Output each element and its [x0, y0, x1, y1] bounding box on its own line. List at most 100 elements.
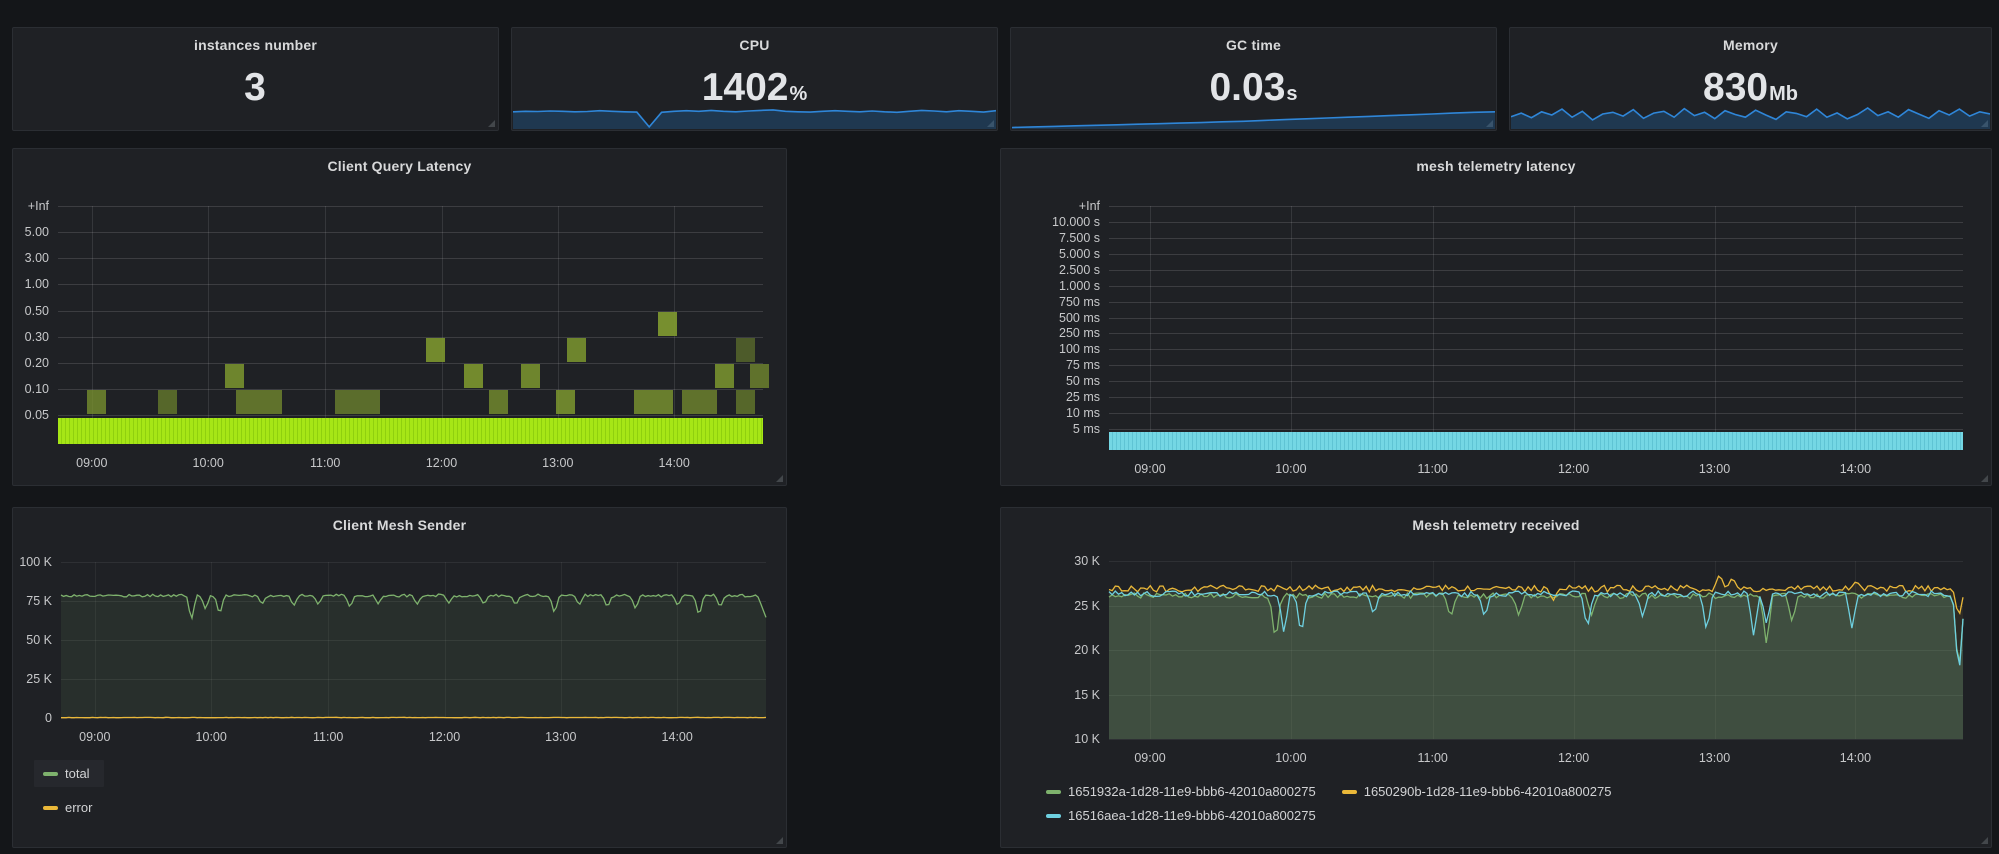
- x-axis-tick-label: 10:00: [192, 456, 224, 470]
- y-axis-tick-label: 10.000 s: [1052, 214, 1100, 229]
- panel-title[interactable]: Client Query Latency: [327, 158, 472, 174]
- gridline: [557, 206, 559, 418]
- gridline: [1109, 650, 1963, 651]
- gridline: [1109, 365, 1963, 367]
- panel-resize-handle[interactable]: [776, 475, 783, 482]
- gridline: [1855, 206, 1857, 432]
- panel-title[interactable]: Client Mesh Sender: [332, 517, 467, 533]
- panel-resize-handle[interactable]: [1981, 475, 1988, 482]
- panel-resize-handle[interactable]: [488, 120, 495, 127]
- y-axis-tick-label: 250 ms: [1059, 326, 1100, 341]
- heatmap-cell: [87, 389, 107, 414]
- panel-title[interactable]: Memory: [1723, 37, 1778, 53]
- heatmap-cell: [566, 337, 586, 362]
- x-axis-tick-label: 13:00: [542, 456, 574, 470]
- legend-item-error[interactable]: error: [43, 800, 104, 815]
- y-axis-tick-label: 0.05: [24, 408, 49, 422]
- gridline: [58, 362, 763, 364]
- y-axis-tick-label: 2.500 s: [1058, 262, 1100, 277]
- x-axis-tick-label: 14:00: [658, 456, 690, 470]
- gridline: [328, 562, 330, 718]
- gridline: [1432, 561, 1434, 739]
- gridline: [1109, 349, 1963, 351]
- legend-item-instance-2[interactable]: 1650290b-1d28-11e9-bbb6-42010a800275: [1341, 784, 1611, 799]
- y-axis-tick-label: 5 ms: [1072, 422, 1100, 436]
- heatmap-cell: [735, 337, 755, 362]
- gridline: [208, 206, 210, 418]
- panel-title[interactable]: CPU: [739, 37, 770, 53]
- gridline: [325, 206, 327, 418]
- legend-item-instance-1[interactable]: 1651932a-1d28-11e9-bbb6-42010a800275: [1046, 784, 1316, 799]
- client-mesh-sender-graph-plot[interactable]: 100 K 75 K 50 K 25 K 0 09:00 10:00 11:00 12:00 13…: [19, 555, 767, 744]
- y-axis-tick-label: 5.000 s: [1058, 246, 1100, 261]
- x-axis-tick-label: 09:00: [79, 730, 111, 744]
- gridline: [1109, 429, 1963, 430]
- heatmap-cell: [658, 311, 678, 336]
- gridline: [1109, 694, 1963, 696]
- gridline: [58, 388, 763, 390]
- legend-label: error: [65, 800, 93, 815]
- stat-value: 0.03s: [1011, 68, 1496, 107]
- mesh-telemetry-latency-heatmap-plot[interactable]: +Inf 10.000 s 7.500 s 5.000 s 2.500 s 1.000 s…: [1052, 199, 1963, 476]
- panel-resize-handle[interactable]: [1981, 120, 1988, 127]
- gridline: [1109, 237, 1963, 239]
- panel-title[interactable]: GC time: [1225, 37, 1282, 53]
- y-axis-tick-label: 750 ms: [1059, 294, 1100, 309]
- heatmap-cell: [334, 389, 381, 414]
- gridline: [1714, 206, 1716, 432]
- gridline: [1109, 413, 1963, 415]
- stat-panel-cpu: CPU 1402%: [511, 27, 998, 131]
- panel-resize-handle[interactable]: [987, 120, 994, 127]
- y-axis-tick-label: 10 ms: [1065, 406, 1100, 421]
- legend-item-total[interactable]: total: [34, 760, 104, 787]
- heatmap-cell: [425, 337, 445, 362]
- panel-title[interactable]: mesh telemetry latency: [1416, 158, 1576, 174]
- y-axis-tick-label: 0.30: [24, 329, 49, 344]
- y-axis-tick-label: 10 K: [1074, 732, 1100, 746]
- gridline: [1573, 561, 1575, 739]
- gridline: [1432, 206, 1434, 432]
- x-axis-tick-label: 09:00: [76, 456, 108, 470]
- heatmap-bucket-band: [58, 418, 763, 444]
- x-axis-tick-label: 09:00: [1134, 751, 1166, 765]
- y-axis-tick-label: 100 ms: [1059, 342, 1100, 357]
- panel-title[interactable]: instances number: [193, 37, 317, 53]
- panel-resize-handle[interactable]: [1981, 837, 1988, 844]
- y-axis-tick-label: 50 ms: [1065, 374, 1100, 389]
- gridline: [1109, 301, 1963, 303]
- heatmap-cell: [750, 363, 769, 388]
- series-svg: [60, 593, 767, 719]
- gridline: [1109, 739, 1963, 740]
- panel-resize-handle[interactable]: [1486, 120, 1493, 127]
- stat-value-number: 3: [244, 66, 266, 109]
- panel-resize-handle[interactable]: [776, 837, 783, 844]
- x-axis-tick-label: 11:00: [1417, 462, 1448, 476]
- legend-series-color-dash: [43, 805, 58, 810]
- gridline: [91, 206, 93, 418]
- x-axis-tick-label: 13:00: [1698, 462, 1731, 476]
- gridline: [1109, 397, 1963, 399]
- heatmap-cell: [464, 363, 484, 388]
- y-axis-tick-label: 25 K: [1074, 598, 1100, 613]
- gridline: [1109, 253, 1963, 255]
- client-query-latency-heatmap-plot[interactable]: +Inf 5.00 3.00 1.00 0.50 0.30 0.20 0.10 0.05 09:0…: [25, 199, 769, 470]
- y-axis-tick-label: 15 K: [1074, 687, 1100, 702]
- y-axis-tick-label: 100 K: [19, 555, 52, 569]
- client-mesh-sender-legend: total error: [34, 760, 104, 828]
- stat-panel-memory: Memory 830Mb: [1509, 27, 1992, 131]
- x-axis-tick-label: 14:00: [661, 730, 693, 744]
- x-axis-tick-label: 12:00: [425, 456, 458, 470]
- stat-value-unit: Mb: [1769, 83, 1798, 105]
- panel-title[interactable]: Mesh telemetry received: [1412, 517, 1580, 533]
- x-axis-tick-label: 13:00: [545, 730, 577, 744]
- gridline: [1290, 561, 1292, 739]
- heatmap-cell: [634, 389, 674, 414]
- stat-value-number: 0.03: [1209, 66, 1286, 109]
- gridline: [58, 415, 763, 416]
- gridline: [1109, 206, 1963, 207]
- mesh-telemetry-received-graph-plot[interactable]: 30 K 25 K 20 K 15 K 10 K 09:00 10:00 11:00 12:00…: [1074, 554, 1964, 765]
- legend-item-instance-3[interactable]: 16516aea-1d28-11e9-bbb6-42010a800275: [1046, 808, 1316, 823]
- gridline: [1109, 221, 1963, 223]
- gridline: [1109, 605, 1963, 607]
